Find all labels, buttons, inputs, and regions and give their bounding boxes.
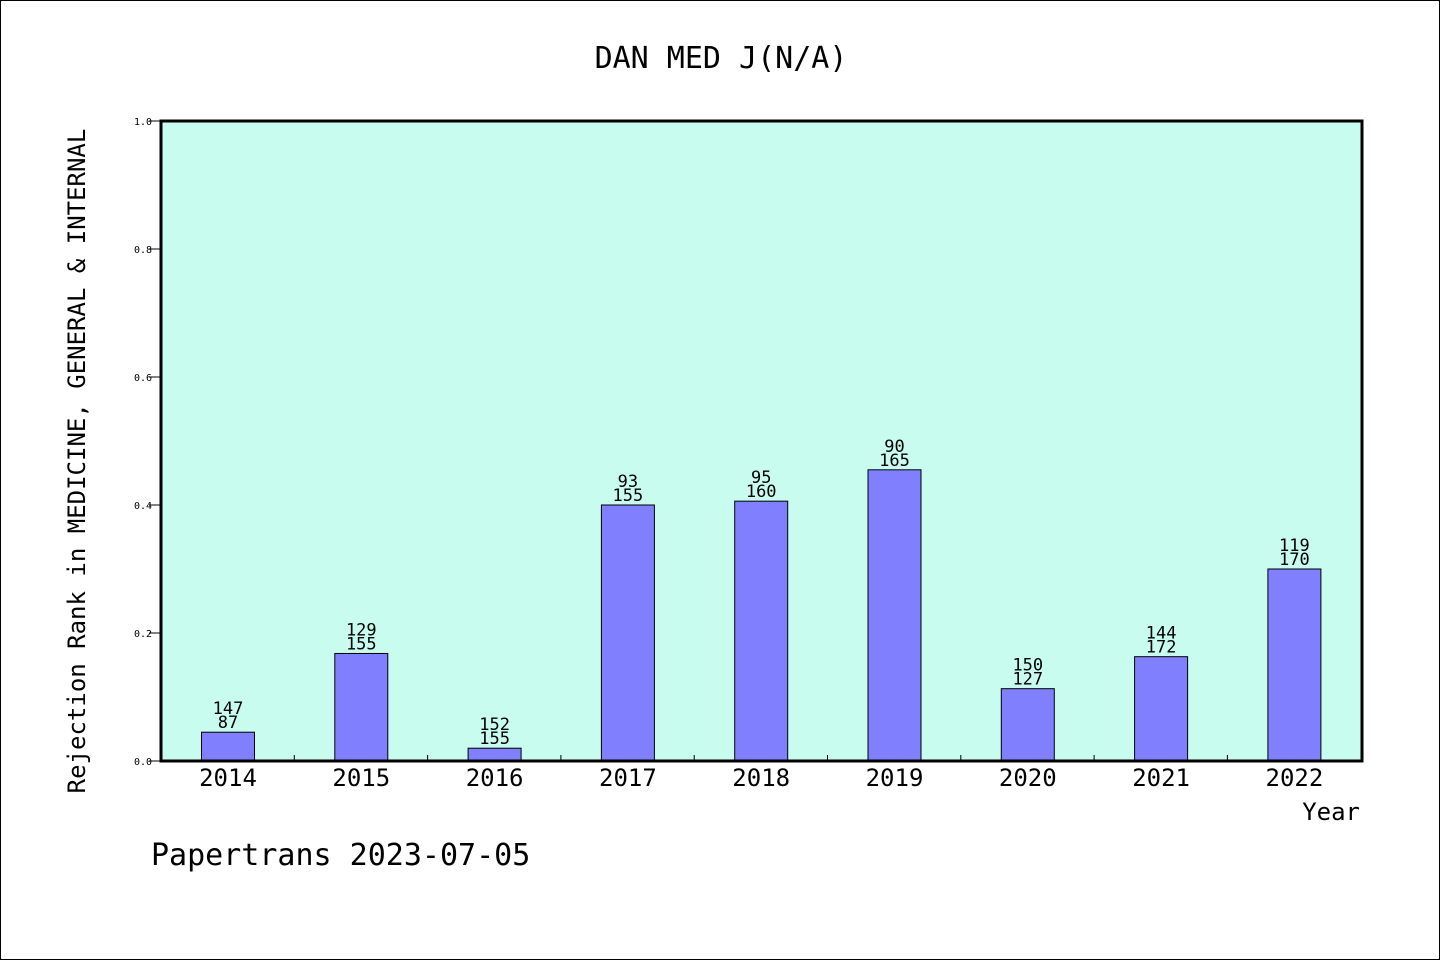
bar-label-bottom: 155 [613,486,644,506]
bar-label-top: 147 [213,699,244,719]
x-tick-label: 2017 [599,764,657,792]
bar-label-bottom: 160 [746,482,777,502]
bar-label-top: 150 [1012,656,1043,676]
y-tick-label: 0.4 [134,501,152,512]
bar-label-top: 119 [1279,536,1310,556]
footer-credit: Papertrans 2023-07-05 [151,838,530,873]
bar-2021 [1134,656,1189,762]
bar-label-top: 144 [1146,624,1177,644]
bar-labels-group: 1478712915515215593155951609016515012714… [213,437,1310,749]
bar-2022 [1267,568,1322,762]
y-tick-label: 0.2 [134,629,152,640]
x-tick-label: 2018 [732,764,790,792]
y-tick-label: 1.0 [134,117,152,128]
bars-group [201,469,1322,762]
y-tick-label: 0.0 [134,757,152,768]
bar-label-bottom: 155 [479,729,510,749]
bar-2019 [867,469,922,762]
x-tick-label: 2014 [199,764,257,792]
bar-2015 [334,652,389,762]
bar-label-top: 90 [884,437,904,457]
x-tick-label: 2022 [1266,764,1324,792]
x-tick-label: 2020 [999,764,1057,792]
x-tick-label: 2021 [1132,764,1190,792]
bar-2020 [1000,688,1055,762]
plot-border [159,119,1364,763]
bar-2017 [600,504,655,762]
bar-label-top: 95 [751,468,771,488]
bar-2014 [201,731,255,762]
bar-label-top: 152 [479,715,510,735]
bar-label-bottom: 127 [1012,670,1043,690]
x-axis: 2014 2015 2016 2017 2018 2019 2020 2021 2022 [199,755,1323,792]
x-tick-label: 2019 [866,764,924,792]
bar-label-bottom: 165 [879,451,910,471]
y-tick-label: 0.6 [134,373,152,384]
chart-title: DAN MED J(N/A) [595,41,848,76]
bar-label-top: 93 [618,472,638,492]
x-axis-label: Year [1302,798,1360,826]
bar-label-top: 129 [346,620,377,640]
bar-label-bottom: 87 [218,713,238,733]
y-axis-label: Rejection Rank in MEDICINE, GENERAL & IN… [63,129,91,794]
bar-2016 [467,747,522,762]
bar-label-bottom: 170 [1279,550,1310,570]
bar-2018 [734,500,789,762]
y-axis: 0.0 0.2 0.4 0.6 0.8 1.0 [134,117,161,768]
bar-label-bottom: 155 [346,634,377,654]
x-tick-label: 2016 [466,764,524,792]
y-tick-label: 0.8 [134,245,152,256]
x-tick-label: 2015 [332,764,390,792]
bar-label-bottom: 172 [1146,638,1177,658]
